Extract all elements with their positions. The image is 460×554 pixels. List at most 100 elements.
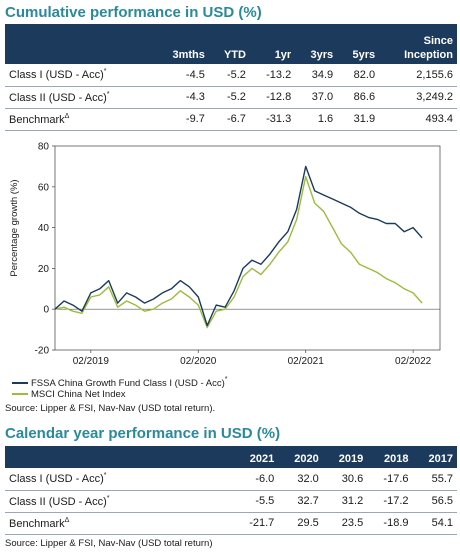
row-label-text: Benchmark xyxy=(9,517,65,530)
footnote-mark: * xyxy=(103,472,107,480)
header-3yrs: 3yrs xyxy=(295,24,338,64)
value-cell: 31.2 xyxy=(322,490,368,513)
series-line xyxy=(54,175,423,329)
row-label-text: Class I (USD - Acc) xyxy=(9,69,104,82)
chart-axes: -20 0 20 40 60 80 02/2019 02/2020 02/2021 02/2022 xyxy=(35,142,441,367)
table-row: BenchmarkΔ -9.7 -6.7 -31.3 1.6 31.9 493.… xyxy=(5,108,457,131)
header-2019: 2019 xyxy=(322,446,368,468)
series-line xyxy=(54,165,423,327)
legend-swatch-fund xyxy=(12,382,28,385)
row-label: Class II (USD - Acc)* xyxy=(5,86,154,109)
row-label: Class I (USD - Acc)* xyxy=(5,64,154,87)
value-cell: 55.7 xyxy=(412,468,457,491)
footnote-mark: * xyxy=(103,68,107,76)
legend-item-benchmark: MSCI China Net Index xyxy=(12,389,126,400)
performance-line-chart: -20 0 20 40 60 80 02/2019 02/2020 02/2021 02/2022… xyxy=(9,142,441,367)
table-row: Class I (USD - Acc)* -6.0 32.0 30.6 -17.… xyxy=(5,468,457,491)
footnote-mark: Δ xyxy=(64,516,70,524)
legend-label-benchmark: MSCI China Net Index xyxy=(31,389,126,400)
value-cell: 37.0 xyxy=(295,86,338,109)
x-tick-label: 02/2019 xyxy=(73,356,110,367)
value-cell: -5.5 xyxy=(233,490,279,513)
legend-label-fund: FSSA China Growth Fund Class I (USD - Ac… xyxy=(31,378,225,389)
value-cell: 82.0 xyxy=(337,64,380,87)
cumulative-performance-table: 3mths YTD 1yr 3yrs 5yrs Since Inception C… xyxy=(5,24,457,131)
value-cell: -17.2 xyxy=(367,490,413,513)
legend-swatch-benchmark xyxy=(12,393,28,396)
value-cell: 3,249.2 xyxy=(379,86,457,109)
header-2018: 2018 xyxy=(367,446,413,468)
row-label: BenchmarkΔ xyxy=(5,512,233,535)
value-cell: -18.9 xyxy=(367,512,413,535)
row-label: BenchmarkΔ xyxy=(5,108,154,131)
value-cell: -9.7 xyxy=(153,108,209,131)
table-row: Class II (USD - Acc)* -4.3 -5.2 -12.8 37… xyxy=(5,86,457,109)
y-tick-label: 20 xyxy=(38,264,50,275)
header-since-inception: Since Inception xyxy=(379,24,457,64)
value-cell: -31.3 xyxy=(249,108,296,131)
header-ytd: YTD xyxy=(208,24,250,64)
header-3mths: 3mths xyxy=(153,24,209,64)
table-row: BenchmarkΔ -21.7 29.5 23.5 -18.9 54.1 xyxy=(5,512,457,535)
header-2021: 2021 xyxy=(233,446,279,468)
value-cell: -21.7 xyxy=(233,512,279,535)
x-tick-label: 02/2022 xyxy=(395,356,432,367)
header-1yr: 1yr xyxy=(249,24,296,64)
chart-source-note: Source: Lipper & FSI, Nav-Nav (USD total… xyxy=(5,403,216,414)
row-label: Class I (USD - Acc)* xyxy=(5,468,233,491)
cumulative-performance-title: Cumulative performance in USD (%) xyxy=(5,4,262,21)
value-cell: -4.3 xyxy=(153,86,209,109)
calendar-source-note: Source: Lipper & FSI, Nav-Nav (USD total… xyxy=(5,538,213,549)
y-tick-label: -20 xyxy=(35,346,50,357)
value-cell: 2,155.6 xyxy=(379,64,457,87)
value-cell: -6.0 xyxy=(233,468,279,491)
value-cell: -13.2 xyxy=(249,64,296,87)
row-label-text: Class II (USD - Acc) xyxy=(9,495,107,508)
footnote-mark: * xyxy=(106,90,110,98)
value-cell: 32.7 xyxy=(278,490,323,513)
value-cell: 31.9 xyxy=(337,108,380,131)
legend-item-fund: FSSA China Growth Fund Class I (USD - Ac… xyxy=(12,376,228,389)
x-tick-label: 02/2021 xyxy=(288,356,325,367)
value-cell: 86.6 xyxy=(337,86,380,109)
row-label-text: Benchmark xyxy=(9,113,65,126)
cumulative-header-row: 3mths YTD 1yr 3yrs 5yrs Since Inception xyxy=(5,24,457,64)
calendar-header-row: 2021 2020 2019 2018 2017 xyxy=(5,446,457,468)
header-2017: 2017 xyxy=(412,446,457,468)
value-cell: -6.7 xyxy=(208,108,250,131)
header-blank xyxy=(5,446,233,468)
value-cell: -5.2 xyxy=(208,64,250,87)
row-label: Class II (USD - Acc)* xyxy=(5,490,233,513)
header-2020: 2020 xyxy=(278,446,323,468)
value-cell: -5.2 xyxy=(208,86,250,109)
value-cell: 30.6 xyxy=(322,468,368,491)
header-5yrs: 5yrs xyxy=(337,24,380,64)
value-cell: 56.5 xyxy=(412,490,457,513)
since-line-2: Inception xyxy=(404,49,453,61)
footnote-mark: Δ xyxy=(64,112,70,120)
calendar-performance-title: Calendar year performance in USD (%) xyxy=(5,425,281,442)
row-label-text: Class II (USD - Acc) xyxy=(9,91,107,104)
value-cell: 493.4 xyxy=(379,108,457,131)
y-tick-label: 0 xyxy=(43,305,49,316)
row-label-text: Class I (USD - Acc) xyxy=(9,473,104,486)
y-tick-label: 60 xyxy=(38,182,50,193)
x-tick-label: 02/2020 xyxy=(180,356,217,367)
since-line-1: Since xyxy=(423,35,453,47)
calendar-performance-table: 2021 2020 2019 2018 2017 Class I (USD - … xyxy=(5,446,457,535)
plot-frame xyxy=(54,145,441,351)
y-tick-label: 80 xyxy=(38,142,50,153)
value-cell: 32.0 xyxy=(278,468,323,491)
table-row: Class II (USD - Acc)* -5.5 32.7 31.2 -17… xyxy=(5,490,457,513)
value-cell: -17.6 xyxy=(367,468,413,491)
value-cell: 34.9 xyxy=(295,64,338,87)
value-cell: 23.5 xyxy=(322,512,368,535)
value-cell: -4.5 xyxy=(153,64,209,87)
value-cell: 54.1 xyxy=(412,512,457,535)
value-cell: 1.6 xyxy=(295,108,338,131)
table-row: Class I (USD - Acc)* -4.5 -5.2 -13.2 34.… xyxy=(5,64,457,87)
value-cell: -12.8 xyxy=(249,86,296,109)
y-axis-label: Percentage growth (%) xyxy=(9,179,20,276)
header-blank xyxy=(5,24,154,64)
value-cell: 29.5 xyxy=(278,512,323,535)
